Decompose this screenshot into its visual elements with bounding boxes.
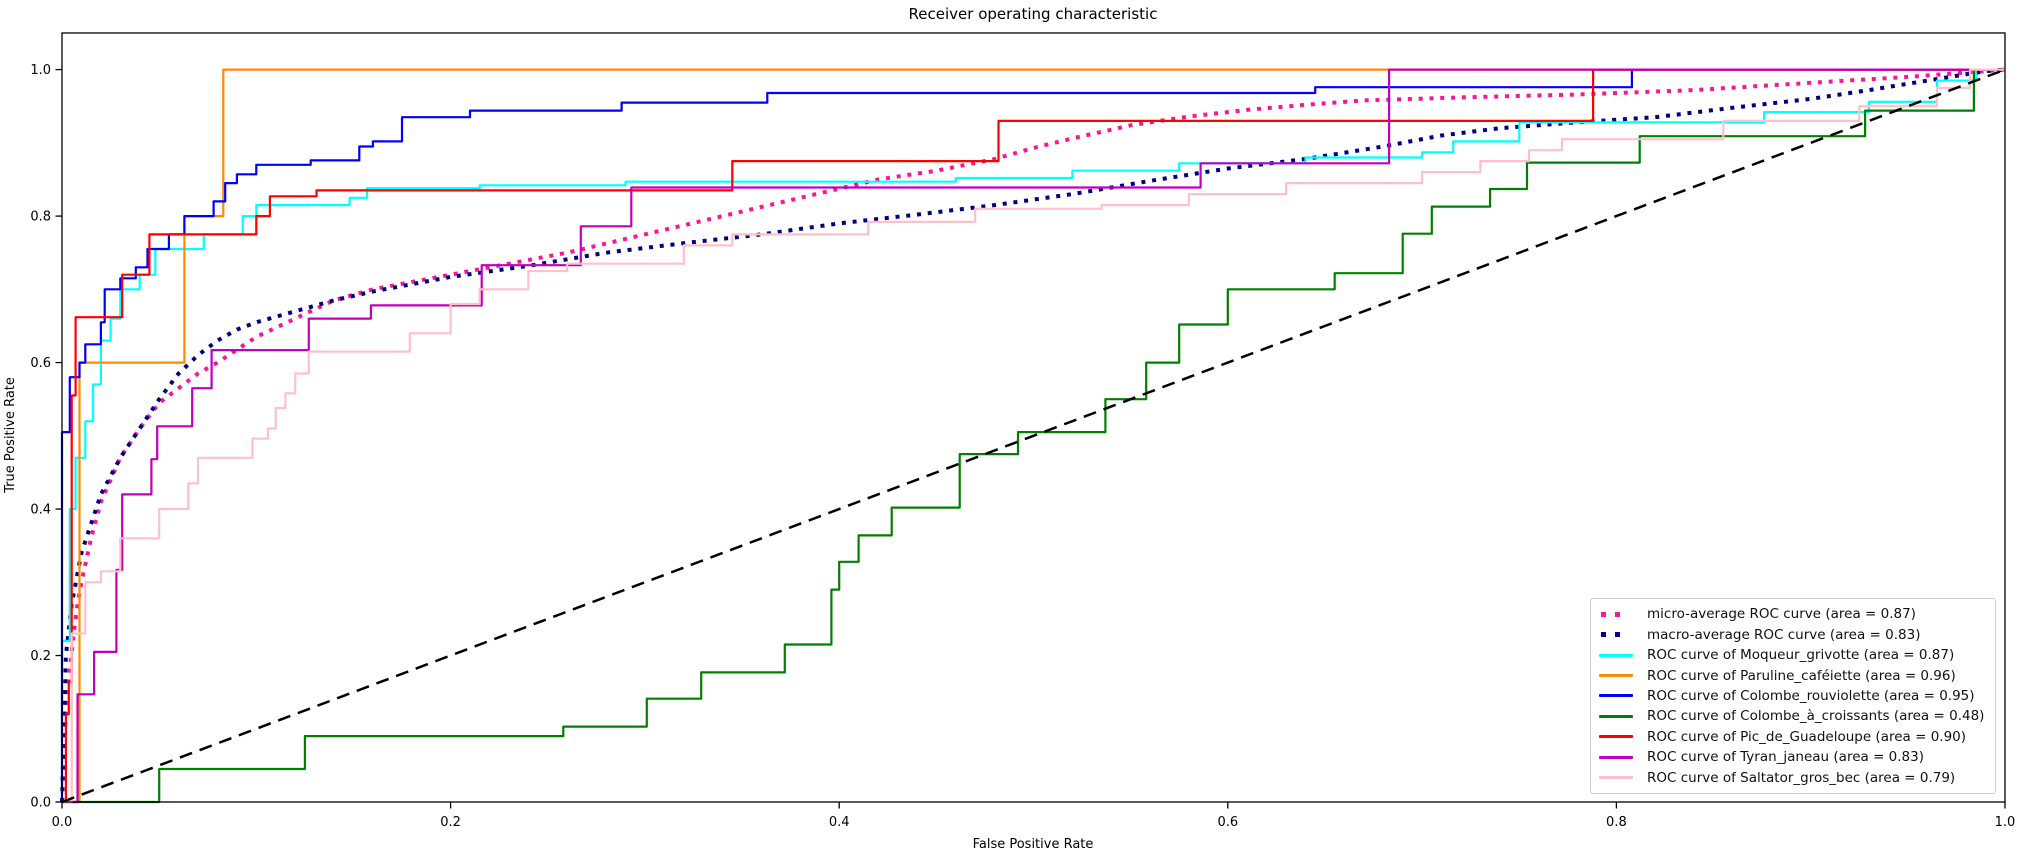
legend-swatch-Colombe_rouviolette <box>1599 694 1637 698</box>
legend-line <box>1599 776 1633 780</box>
legend: micro-average ROC curve (area = 0.87) mac… <box>1590 598 1996 794</box>
y-tick-label: 0.2 <box>30 649 51 664</box>
legend-label: micro-average ROC curve (area = 0.87) <box>1647 606 1916 623</box>
y-tick-label: 1.0 <box>30 63 51 78</box>
chart-title: Receiver operating characteristic <box>909 5 1158 23</box>
legend-dot <box>1615 611 1620 617</box>
roc-curve-Moqueur_grivotte <box>60 68 2005 802</box>
legend-item: ROC curve of Tyran_janeau (area = 0.83) <box>1599 747 1987 767</box>
roc-curve-Paruline_caféiette <box>62 68 2005 804</box>
legend-label: ROC curve of Pic_de_Guadeloupe (area = 0… <box>1647 728 1967 745</box>
legend-item: ROC curve of Saltator_gros_bec (area = 0… <box>1599 768 1987 788</box>
legend-swatch-Colombe_à_croissants <box>1599 714 1637 718</box>
reference-diagonal <box>61 68 2006 804</box>
axes-layer: 0.0 0.2 0.4 0.6 0.8 1.0 0.0 0.2 0.4 0.6 0.8 1.0 <box>30 32 2016 830</box>
legend-line <box>1599 755 1633 759</box>
legend-label: ROC curve of Saltator_gros_bec (area = 0… <box>1647 769 1956 786</box>
legend-swatch-macro-average <box>1599 632 1637 638</box>
legend-label: macro-average ROC curve (area = 0.83) <box>1647 626 1921 643</box>
legend-item: ROC curve of Colombe_rouviolette (area =… <box>1599 686 1987 706</box>
roc-curve-Saltator_gros_bec <box>62 68 2005 804</box>
legend-label: ROC curve of Tyran_janeau (area = 0.83) <box>1647 749 1925 766</box>
legend-swatch-Tyran_janeau <box>1599 755 1637 759</box>
roc-curve-macro-average <box>60 67 2006 803</box>
roc-curve-Colombe_à_croissants <box>62 68 2005 804</box>
legend-dot <box>1601 632 1606 638</box>
x-tick-label: 0.6 <box>1217 815 1238 830</box>
x-tick-label: 0.2 <box>440 815 461 830</box>
curves-layer <box>60 67 2006 804</box>
legend-line <box>1599 714 1633 718</box>
x-tick-label: 0.4 <box>829 815 850 830</box>
legend-dot <box>1615 632 1620 638</box>
x-tick-label: 1.0 <box>1995 815 2016 830</box>
legend-swatch-Pic_de_Guadeloupe <box>1599 735 1637 739</box>
y-tick-label: 0.4 <box>30 503 51 518</box>
legend-line <box>1599 735 1633 739</box>
legend-swatch-Saltator_gros_bec <box>1599 776 1637 780</box>
y-axis-label: True Positive Rate <box>3 377 18 494</box>
legend-dot <box>1601 611 1606 617</box>
legend-line <box>1599 653 1633 657</box>
plot-border <box>61 32 2006 803</box>
x-tick-label: 0.0 <box>52 815 73 830</box>
y-tick-label: 0.8 <box>30 210 51 225</box>
legend-line <box>1599 674 1633 678</box>
roc-curve-Tyran_janeau <box>62 68 2005 804</box>
legend-item: ROC curve of Colombe_à_croissants (area … <box>1599 706 1987 726</box>
y-tick-label: 0.0 <box>30 796 51 811</box>
roc-curve-micro-average <box>60 67 2006 803</box>
legend-line <box>1599 694 1633 698</box>
legend-label: ROC curve of Colombe_rouviolette (area =… <box>1647 687 1975 704</box>
legend-item: ROC curve of Moqueur_grivotte (area = 0.… <box>1599 645 1987 665</box>
legend-swatch-micro-average <box>1599 611 1637 617</box>
legend-item: ROC curve of Pic_de_Guadeloupe (area = 0… <box>1599 727 1987 747</box>
roc-curve-Pic_de_Guadeloupe <box>62 68 2005 804</box>
y-tick-label: 0.6 <box>30 356 51 371</box>
legend-label: ROC curve of Colombe_à_croissants (area … <box>1647 708 1985 725</box>
roc-curve-Colombe_rouviolette <box>60 68 2005 802</box>
legend-item: micro-average ROC curve (area = 0.87) <box>1599 604 1987 624</box>
x-tick-label: 0.8 <box>1606 815 1627 830</box>
legend-swatch-Moqueur_grivotte <box>1599 653 1637 657</box>
legend-label: ROC curve of Moqueur_grivotte (area = 0.… <box>1647 647 1955 664</box>
legend-item: macro-average ROC curve (area = 0.83) <box>1599 625 1987 645</box>
legend-item: ROC curve of Paruline_caféiette (area = … <box>1599 666 1987 686</box>
legend-swatch-Paruline_caféiette <box>1599 674 1637 678</box>
legend-label: ROC curve of Paruline_caféiette (area = … <box>1647 667 1956 684</box>
x-axis-label: False Positive Rate <box>973 837 1094 852</box>
